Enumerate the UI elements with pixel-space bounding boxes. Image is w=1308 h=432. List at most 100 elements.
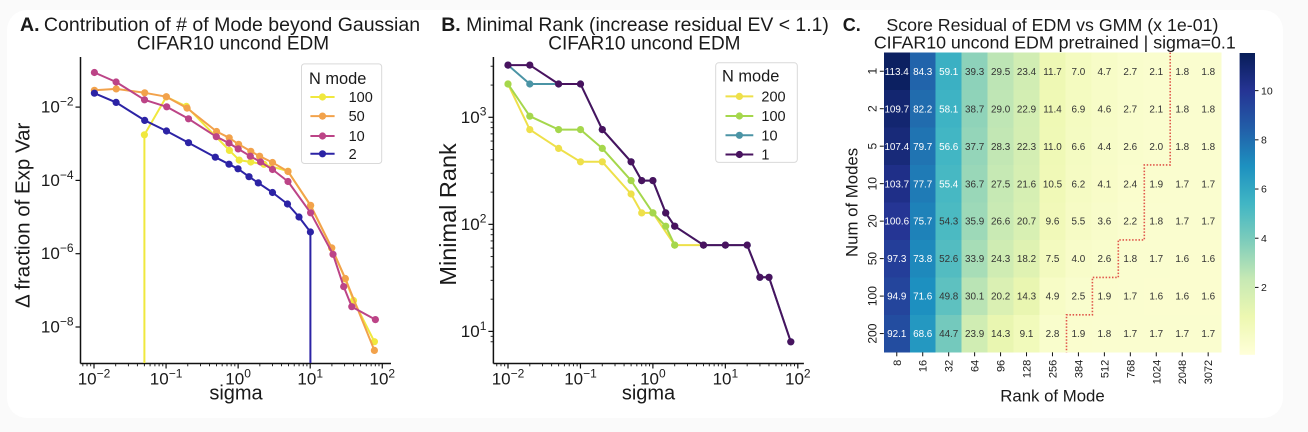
svg-text:6.6: 6.6 [1072,142,1086,153]
svg-text:sigma: sigma [622,383,676,405]
svg-text:Num of Modes: Num of Modes [843,148,862,257]
svg-text:Score Residual of EDM vs GMM (: Score Residual of EDM vs GMM (x 1e-01) [886,15,1218,35]
svg-text:101: 101 [461,319,487,341]
svg-text:Minimal Rank: Minimal Rank [435,143,461,286]
svg-text:10−2: 10−2 [492,366,525,388]
svg-text:4.1: 4.1 [1098,179,1112,190]
svg-text:4.4: 4.4 [1098,142,1112,153]
svg-text:1.7: 1.7 [1149,254,1163,265]
svg-text:1.7: 1.7 [1175,179,1189,190]
svg-text:200: 200 [865,323,879,343]
svg-text:10−1: 10−1 [564,366,597,388]
svg-text:10−6: 10−6 [41,241,74,263]
svg-text:768: 768 [1125,360,1137,378]
svg-text:38.7: 38.7 [965,104,984,115]
svg-text:56.6: 56.6 [939,142,959,153]
svg-text:6: 6 [1261,184,1267,196]
svg-text:1.6: 1.6 [1149,292,1163,303]
svg-text:1.8: 1.8 [1175,67,1189,78]
svg-text:1.7: 1.7 [1201,217,1215,228]
svg-text:92.1: 92.1 [887,329,907,340]
svg-text:8: 8 [892,360,904,366]
svg-text:9.1: 9.1 [1020,329,1034,340]
svg-text:2048: 2048 [1177,360,1189,384]
svg-text:36.7: 36.7 [965,179,984,190]
svg-text:44.7: 44.7 [939,329,958,340]
svg-text:10: 10 [1261,85,1273,97]
svg-text:30.1: 30.1 [965,292,985,303]
svg-text:4: 4 [1261,233,1267,245]
svg-text:1.7: 1.7 [1123,329,1137,340]
svg-text:1.8: 1.8 [1123,254,1137,265]
svg-text:2.1: 2.1 [1149,67,1163,78]
svg-text:2: 2 [1261,282,1267,294]
svg-text:100: 100 [349,90,373,106]
svg-text:64: 64 [970,360,982,372]
svg-text:68.6: 68.6 [913,329,933,340]
svg-text:14.3: 14.3 [991,329,1011,340]
svg-text:11.7: 11.7 [1043,67,1062,78]
svg-text:7.5: 7.5 [1046,254,1060,265]
svg-text:84.3: 84.3 [913,67,933,78]
svg-text:384: 384 [1073,360,1085,378]
svg-text:23.9: 23.9 [965,329,985,340]
svg-text:37.7: 37.7 [965,142,984,153]
svg-text:2.6: 2.6 [1098,254,1112,265]
svg-text:4.6: 4.6 [1098,104,1112,115]
svg-text:96: 96 [996,360,1008,372]
svg-text:11.0: 11.0 [1043,142,1062,153]
svg-text:59.1: 59.1 [939,67,959,78]
svg-text:1.7: 1.7 [1201,329,1215,340]
svg-text:73.8: 73.8 [913,254,933,265]
svg-text:54.3: 54.3 [939,217,959,228]
svg-text:6.9: 6.9 [1072,104,1086,115]
svg-text:1.7: 1.7 [1201,179,1215,190]
svg-text:CIFAR10 uncond EDM: CIFAR10 uncond EDM [137,34,329,55]
svg-text:7.0: 7.0 [1072,67,1086,78]
svg-text:32: 32 [944,360,956,372]
svg-text:29.0: 29.0 [991,104,1011,115]
svg-text:Minimal Rank (increase residua: Minimal Rank (increase residual EV < 1.1… [466,14,829,36]
svg-text:97.3: 97.3 [887,254,907,265]
svg-text:50: 50 [865,252,879,266]
svg-text:256: 256 [1048,360,1060,378]
svg-text:10−2: 10−2 [78,366,111,388]
svg-text:2: 2 [865,105,879,112]
svg-text:2.6: 2.6 [1123,142,1137,153]
svg-text:1.8: 1.8 [1149,217,1163,228]
svg-text:1.8: 1.8 [1201,142,1215,153]
svg-text:1.9: 1.9 [1072,329,1086,340]
svg-text:3.6: 3.6 [1098,217,1112,228]
svg-text:Δ fraction of Exp Var: Δ fraction of Exp Var [12,122,35,308]
svg-text:1024: 1024 [1151,360,1163,384]
svg-text:109.7: 109.7 [884,104,909,115]
svg-text:2.1: 2.1 [1149,104,1163,115]
svg-text:82.2: 82.2 [913,104,932,115]
svg-text:27.5: 27.5 [991,179,1011,190]
svg-text:1.8: 1.8 [1098,329,1112,340]
svg-text:79.7: 79.7 [913,142,932,153]
svg-text:512: 512 [1099,360,1111,378]
svg-text:2.5: 2.5 [1072,292,1086,303]
svg-text:1: 1 [761,148,769,164]
svg-text:21.6: 21.6 [1017,179,1037,190]
svg-text:CIFAR10 uncond EDM: CIFAR10 uncond EDM [548,34,740,55]
svg-text:103.7: 103.7 [884,179,909,190]
svg-text:2.8: 2.8 [1046,329,1060,340]
svg-text:2.0: 2.0 [1149,142,1163,153]
svg-text:8: 8 [1261,135,1267,147]
svg-text:1.7: 1.7 [1149,329,1163,340]
svg-text:4.0: 4.0 [1072,254,1086,265]
svg-text:10−8: 10−8 [41,314,74,336]
svg-text:1.8: 1.8 [1175,142,1189,153]
svg-text:29.5: 29.5 [991,67,1011,78]
svg-text:1.7: 1.7 [1175,217,1189,228]
svg-text:B.: B. [441,14,461,36]
svg-text:1.6: 1.6 [1201,292,1215,303]
svg-text:2.2: 2.2 [1123,217,1137,228]
svg-text:35.9: 35.9 [965,217,985,228]
svg-text:10−1: 10−1 [150,366,183,388]
svg-text:102: 102 [369,366,395,388]
svg-text:9.6: 9.6 [1046,217,1060,228]
svg-text:1.8: 1.8 [1201,104,1215,115]
